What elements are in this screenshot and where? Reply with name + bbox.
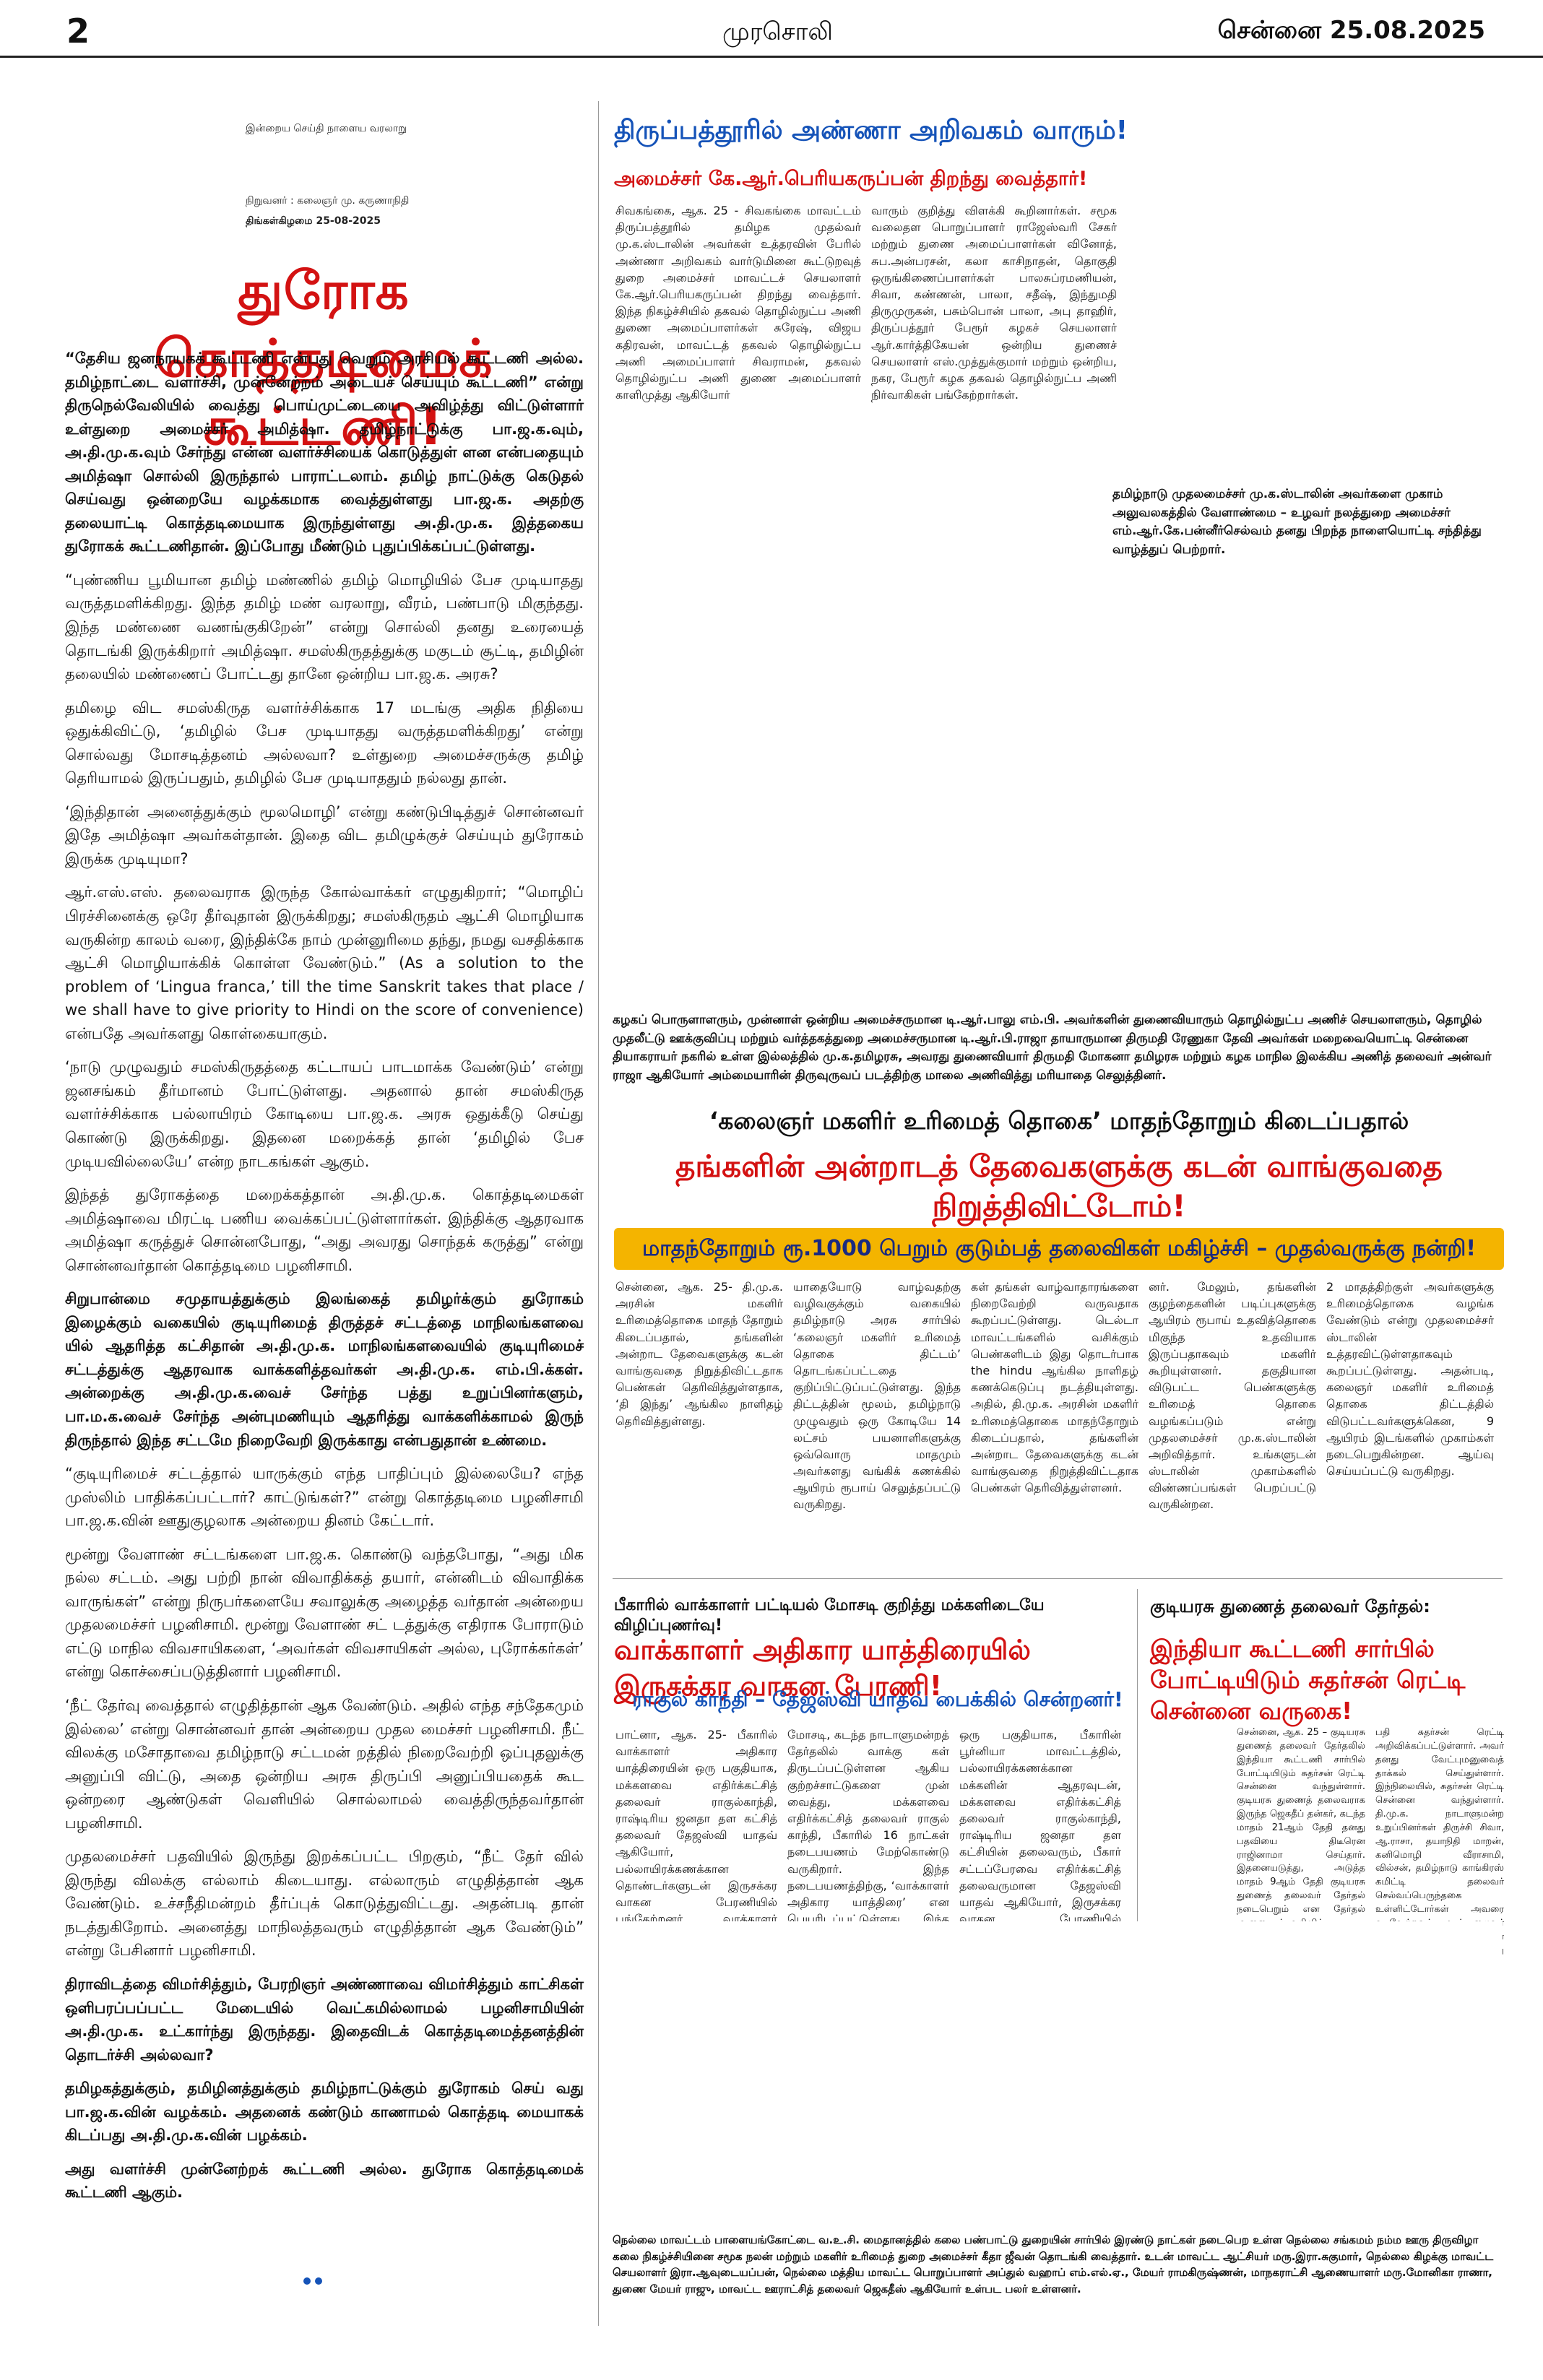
magalir-subheadline: மாதந்தோறும் ரூ.1000 பெறும் குடும்பத் தலை… (614, 1228, 1504, 1270)
editorial-paragraph: ‘நீட் தேர்வு வைத்தால் எழுதித்தான் ஆக வேண… (65, 1696, 584, 1832)
photo-mid (613, 592, 1503, 1004)
photo-bottom (607, 1921, 1503, 2225)
story-column: 2 மாதத்திற்குள் அவர்களுக்கு உரிமைத்தொகை … (1326, 1280, 1494, 1479)
editorial-paragraph: தமிழை விட சமஸ்கிருத வளர்ச்சிக்காக 17 மடங… (65, 698, 584, 787)
section-divider (613, 1578, 1503, 1579)
photo-caption-top-right: தமிழ்நாடு முதலமைச்சர் மு.க.ஸ்டாலின் அவர்… (1112, 487, 1482, 557)
editorial-paragraph: ‘நாடு முழுவதும் சமஸ்கிருதத்தை கட்டாயப் ப… (65, 1058, 584, 1170)
editorial-paragraph: “குடியுரிமைச் சட்டத்தால் யாருக்கும் எந்த… (65, 1465, 584, 1530)
history-line: இன்றைய செய்தி நாளைய வரலாறு (246, 123, 407, 134)
story-column: கள் தங்கள் வாழ்வாதாரங்களை நிறைவேற்றி வரு… (971, 1280, 1138, 1495)
story-column: பாட்னா, ஆக. 25- பீகாரில் வாக்காளர் அதிகா… (615, 1728, 777, 1942)
editorial-paragraph: ஆர்.எஸ்.எஸ். தலைவராக இருந்த கோல்வாக்கர் … (65, 883, 584, 1042)
end-dots (303, 2274, 327, 2288)
vp-kicker: குடியரசு துணைத் தலைவர் தேர்தல்: (1150, 1596, 1430, 1617)
anna-headline: திருப்பத்தூரில் அண்ணா அறிவகம் வாரும்! (614, 116, 1128, 145)
paper-name: முரசொலி (722, 17, 833, 46)
editorial-paragraph: சிறுபான்மை சமுதாயத்துக்கும் இலங்கைத் தமி… (65, 1290, 584, 1449)
anna-col-2: வாரும் குறித்து விளக்கி கூறினார்கள். சமூ… (871, 204, 1117, 402)
masthead: 2 முரசொலி சென்னை 25.08.2025 (0, 0, 1543, 58)
story-column: யாதையோடு வாழ்வதற்கு வழிவகுக்கும் வகையில்… (793, 1280, 961, 1512)
anna-subheadline: அமைச்சர் கே.ஆர்.பெரியகருப்பன் திறந்து வை… (614, 168, 1088, 190)
editorial-paragraph: முதலமைச்சர் பதவியில் இருந்து இறக்கப்பட்ட… (65, 1848, 584, 1960)
story-column: சென்னை, ஆக. 25- தி.மு.க. அரசின் மகளிர் உ… (615, 1280, 783, 1428)
editorial-paragraph: இந்தத் துரோகத்தை மறைக்கத்தான் அ.தி.மு.க.… (65, 1186, 584, 1274)
editorial-paragraph: தமிழகத்துக்கும், தமிழினத்துக்கும் தமிழ்ந… (65, 2080, 584, 2145)
photo-vp (1150, 1726, 1229, 1856)
rahul-kicker: பீகாரில் வாக்காளர் பட்டியல் மோசடி குறித்… (614, 1596, 1045, 1635)
founder-line: நிறுவனர் : கலைஞர் மு. கருணாநிதி (246, 195, 410, 207)
rahul-headline: வாக்காளர் அதிகார யாத்திரையில் இருசக்கர வ… (614, 1634, 1031, 1702)
editorial-paragraph: திராவிடத்தை விமர்சித்தும், பேரறிஞர் அண்ண… (65, 1976, 584, 2064)
photo-caption-mid: கழகப் பொருளாளரும், முன்னாள் ஒன்றிய அமைச்… (613, 1013, 1492, 1083)
page-number: 2 (66, 12, 90, 51)
magalir-headline: தங்களின் அன்றாடத் தேவைகளுக்கு கடன் வாங்க… (675, 1148, 1443, 1224)
editorial-paragraph: “புண்ணிய பூமியான தமிழ் மண்ணில் தமிழ் மொழ… (65, 571, 584, 683)
story-column: ஒரு பகுதியாக, பீகாரின் பூர்னியா மாவட்டத்… (959, 1728, 1121, 1942)
editorial-paragraph: ‘இந்திதான் அனைத்துக்கும் மூலமொழி’ என்று … (65, 802, 584, 867)
editorial-headline: துரோக கொத்தடிமைக் கூட்டணி! (154, 260, 493, 456)
column-divider-2 (1137, 1589, 1138, 2160)
editorial-body: “தேசிய ஜனநாயகக் கூட்டணி என்பது வெறும் அர… (65, 347, 584, 2254)
vp-headline: இந்தியா கூட்டணி சார்பில் போட்டியிடும் சு… (1150, 1635, 1466, 1725)
editorial-paragraph: அது வளர்ச்சி முன்னேற்றக் கூட்டணி அல்ல. த… (65, 2160, 584, 2202)
city-date: சென்னை 25.08.2025 (1217, 16, 1485, 45)
story-column: னர். மேலும், தங்களின் குழந்தைகளின் படிப்… (1149, 1280, 1316, 1512)
column-divider (598, 101, 599, 2326)
editorial-paragraph: மூன்று வேளாண் சட்டங்களை பா.ஜ.க. கொண்டு வ… (65, 1545, 584, 1681)
story-column: சென்னை, ஆக. 25 – குடியரசு துணைத் தலைவர் … (1237, 1727, 1365, 1929)
editorial-paragraph: “தேசிய ஜனநாயகக் கூட்டணி என்பது வெறும் அர… (65, 350, 584, 555)
story-column: மோசடி, கடந்த நாடாளுமன்றத் தேர்தலில் வாக்… (787, 1728, 949, 1942)
magalir-kicker: ‘கலைஞர் மகளிர் உரிமைத் தொகை’ மாதந்தோறும்… (709, 1107, 1409, 1135)
editorial-date: திங்கள்கிழமை 25-08-2025 (246, 215, 381, 227)
rahul-subheadline: ராகுல் காந்தி – தேஜஸ்வி யாதவ் பைக்கில் ச… (632, 1687, 1123, 1711)
anna-col-1: சிவகங்கை, ஆக. 25 - சிவகங்கை மாவட்டம் திர… (615, 204, 861, 402)
photo-top-right (1127, 101, 1495, 484)
photo-caption-bottom: நெல்லை மாவட்டம் பாளையங்கோட்டை வ.உ.சி. மை… (613, 2233, 1494, 2295)
